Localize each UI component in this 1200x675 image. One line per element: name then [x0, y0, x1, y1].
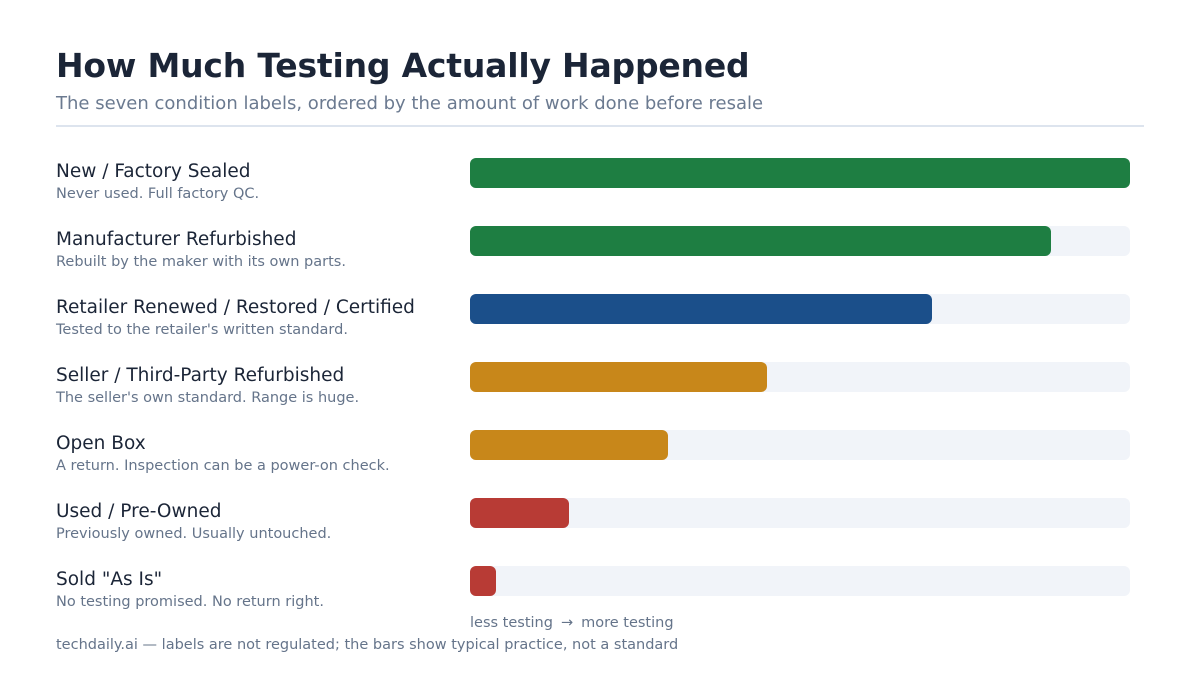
header-divider	[56, 125, 1144, 127]
category-description: The seller's own standard. Range is huge…	[56, 390, 360, 406]
category-label: Open Box	[56, 433, 146, 454]
category-label: Retailer Renewed / Restored / Certified	[56, 297, 415, 318]
source-note: techdaily.ai — labels are not regulated;…	[56, 637, 679, 653]
bar	[470, 430, 668, 460]
bar	[470, 226, 1051, 256]
category-label: Manufacturer Refurbished	[56, 229, 297, 250]
category-description: A return. Inspection can be a power-on c…	[56, 458, 390, 474]
bar-track	[470, 566, 1130, 596]
chart-title: How Much Testing Actually Happened	[56, 46, 750, 85]
bar-track	[470, 226, 1130, 256]
axis-direction-note: less testing → more testing	[470, 615, 674, 631]
category-description: Never used. Full factory QC.	[56, 186, 260, 202]
bar	[470, 498, 569, 528]
category-label: Sold "As Is"	[56, 569, 163, 590]
axis-note-more: more testing	[581, 615, 674, 631]
category-label: Seller / Third-Party Refurbished	[56, 365, 345, 386]
bar-track	[470, 362, 1130, 392]
chart-subtitle: The seven condition labels, ordered by t…	[56, 93, 764, 114]
bar	[470, 158, 1130, 188]
bar	[470, 294, 932, 324]
bar	[470, 362, 767, 392]
bar-track	[470, 158, 1130, 188]
category-description: Rebuilt by the maker with its own parts.	[56, 254, 346, 270]
bar-track	[470, 294, 1130, 324]
axis-note-less: less testing	[470, 615, 553, 631]
bar	[470, 566, 496, 596]
category-label: Used / Pre-Owned	[56, 501, 222, 522]
category-description: No testing promised. No return right.	[56, 594, 324, 610]
category-description: Previously owned. Usually untouched.	[56, 526, 332, 542]
category-description: Tested to the retailer's written standar…	[56, 322, 348, 338]
bar-track	[470, 430, 1130, 460]
bar-track	[470, 498, 1130, 528]
right-arrow-icon: →	[560, 615, 574, 631]
category-label: New / Factory Sealed	[56, 161, 251, 182]
